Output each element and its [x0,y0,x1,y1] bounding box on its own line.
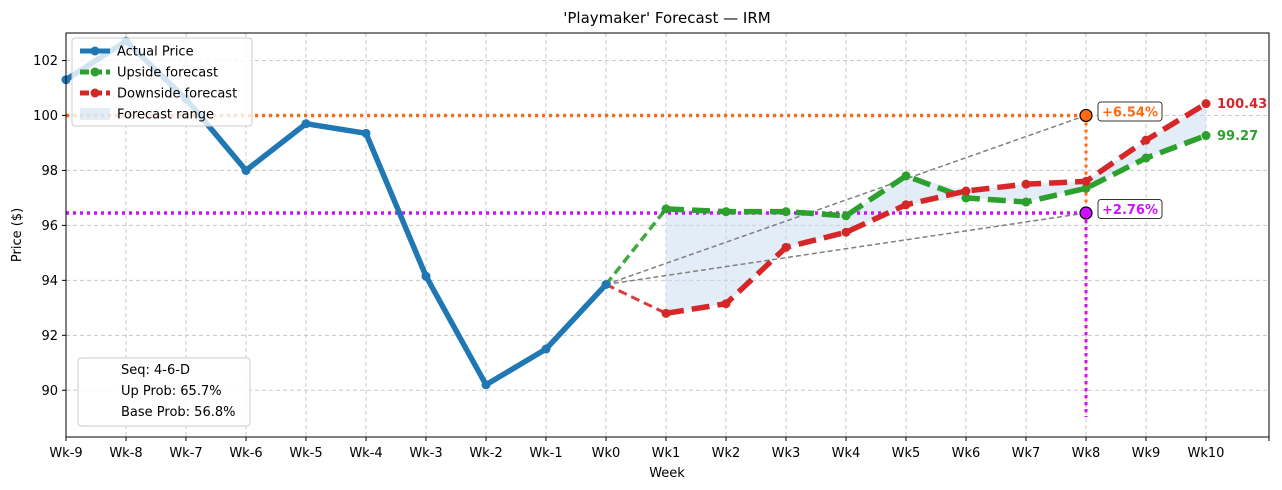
x-tick-label: Wk-6 [229,446,262,461]
reference-marker [1079,108,1093,123]
upside-connector [604,207,668,286]
downside-forecast-point [1021,179,1031,189]
trend-line [605,212,1087,286]
upside-forecast-point [721,207,731,217]
x-tick-label: Wk-4 [349,446,382,461]
y-tick-label: 90 [41,384,58,399]
legend-swatch-marker [90,46,100,56]
downside-connector [605,283,667,315]
downside-forecast-point [961,186,971,196]
upside-forecast-point [781,207,791,217]
downside-forecast-point [1141,135,1151,145]
legend-swatch-marker [90,67,100,77]
legend-swatch-area [80,108,110,120]
upside-forecast-point [961,193,971,203]
chart-title: 'Playmaker' Forecast — IRM [563,9,770,27]
forecast-range-area [666,103,1206,314]
y-tick-label: 102 [33,54,58,69]
x-tick-label: Wk6 [952,446,981,461]
legend-label: Forecast range [117,108,214,123]
info-box-frame [77,357,251,427]
x-tick-label: Wk4 [832,446,861,461]
actual-price-point [601,279,611,289]
x-tick-label: Wk8 [1072,446,1101,461]
y-tick-label: 98 [41,164,58,179]
reference-label: +2.76% [1102,203,1158,218]
x-tick-label: Wk2 [712,446,741,461]
downside-forecast-line [665,101,1208,317]
y-tick-label: 94 [41,274,58,289]
end-value-label: 100.43 [1217,97,1267,112]
upside-forecast-point [841,211,851,221]
upside-forecast-point [901,171,911,181]
info-box-line: Seq: 4-6-D [121,363,190,378]
downside-forecast-point [901,200,911,210]
x-tick-label: Wk-1 [529,446,562,461]
upside-forecast-line [665,132,1207,219]
x-tick-label: Wk10 [1188,446,1225,461]
x-tick-label: Wk9 [1132,446,1161,461]
x-tick-label: Wk5 [892,446,921,461]
downside-forecast-point [1201,99,1211,109]
info-box-line: Up Prob: 65.7% [121,384,222,399]
x-tick-label: Wk-7 [169,446,202,461]
x-tick-label: Wk-9 [49,446,82,461]
x-tick-label: Wk0 [592,446,621,461]
actual-price-point [421,271,431,281]
legend-label: Upside forecast [117,66,218,81]
upside-forecast-point [1021,197,1031,207]
x-tick-label: Wk-2 [469,446,502,461]
actual-price-point [361,128,371,138]
legend: Actual Price Upside forecast Downside fore… [71,37,253,127]
upside-forecast-point [1081,183,1091,193]
y-tick-label: 100 [33,109,58,124]
y-tick-label: 92 [41,329,58,344]
end-value-label: 99.27 [1217,129,1258,144]
downside-forecast-point [841,227,851,237]
x-tick-label: Wk3 [772,446,801,461]
upside-forecast-point [1141,153,1151,163]
actual-price-point [481,380,491,390]
legend-label: Downside forecast [117,87,237,102]
x-tick-label: Wk-8 [109,446,142,461]
x-tick-label: Wk7 [1012,446,1041,461]
axes: Wk-9 Wk-8 Wk-7 Wk-6 Wk-5 Wk-4 Wk-3 Wk-2 Wk-1 Wk0 W… [33,54,1270,461]
reference-label-box [1097,199,1163,220]
forecast-range-fill [666,103,1206,314]
actual-price-point [241,165,251,175]
trend-line [605,114,1087,286]
upside-forecast-point [1201,131,1211,141]
annotation-labels: +6.54% +2.76% 100.43 99.27 [1079,97,1267,220]
downside-forecast-point [721,299,731,309]
x-axis-title: Week [649,466,685,481]
reference-marker [1079,206,1093,220]
x-tick-label: Wk-3 [409,446,442,461]
y-tick-label: 96 [41,219,58,234]
actual-price-point [301,119,311,129]
downside-forecast-point [781,242,791,252]
y-axis-title: Price ($) [10,208,25,262]
downside-forecast-point [661,308,671,318]
reference-label: +6.54% [1102,105,1158,120]
info-box-line: Base Prob: 56.8% [121,405,235,420]
actual-price-point [541,344,551,354]
legend-label: Actual Price [117,45,194,60]
legend-box [71,37,253,127]
info-box: Seq: 4-6-D Up Prob: 65.7% Base Prob: 56.8% [77,357,251,427]
legend-swatch-marker [90,88,100,98]
x-tick-label: Wk1 [652,446,681,461]
upside-forecast-point [661,204,671,214]
x-tick-label: Wk-5 [289,446,322,461]
reference-label-box [1097,101,1163,122]
downside-forecast-point [1081,176,1091,186]
plot-frame [65,32,1270,438]
